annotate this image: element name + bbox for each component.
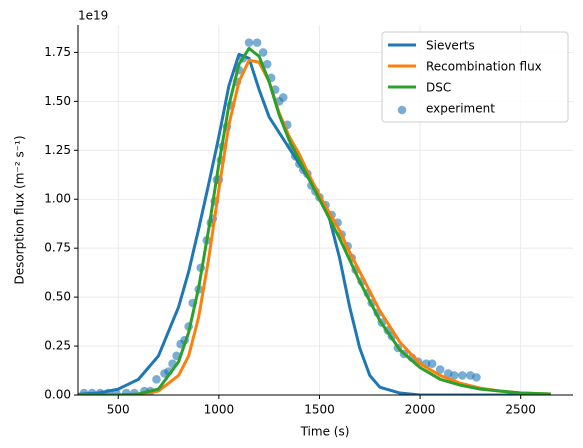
x-tick-label: 2500 — [505, 403, 536, 417]
y-tick-label: 1.75 — [44, 45, 71, 59]
scatter-point — [449, 371, 459, 380]
legend-label: experiment — [426, 102, 495, 116]
legend-label: Recombination flux — [426, 60, 542, 74]
y-tick-label: 1.25 — [44, 143, 71, 157]
scatter-point — [262, 59, 272, 69]
scatter-point — [458, 371, 467, 380]
scatter-point — [435, 365, 445, 374]
scatter-point — [427, 359, 437, 368]
y-tick-label: 0.50 — [44, 290, 71, 304]
line — [78, 46, 551, 395]
legend-box — [381, 31, 569, 123]
scatter-point — [278, 93, 288, 102]
x-tick-label: 1500 — [304, 403, 335, 417]
scatter-point — [472, 373, 481, 382]
y-tick-label: 1.50 — [44, 94, 71, 108]
scatter-point — [244, 38, 254, 47]
y-axis-label: Desorption flux (m⁻² s⁻¹) — [13, 135, 27, 284]
legend-label: Sieverts — [426, 39, 475, 53]
line — [78, 52, 551, 395]
x-tick-label: 2000 — [405, 403, 436, 417]
y-offset-label: 1e19 — [78, 9, 108, 23]
y-tick-label: 0.00 — [44, 388, 71, 402]
y-tick-label: 0.75 — [44, 241, 71, 255]
y-tick-label: 1.00 — [44, 192, 71, 206]
x-tick-label: 500 — [107, 403, 130, 417]
scatter-point — [152, 375, 161, 384]
x-tick-label: 1000 — [204, 403, 235, 417]
legend-label: DSC — [426, 81, 451, 95]
legend-marker — [397, 105, 407, 115]
x-axis-label: Time (s) — [300, 425, 350, 439]
line — [78, 58, 551, 395]
y-tick-label: 0.25 — [44, 339, 71, 353]
scatter-point — [258, 48, 268, 57]
scatter-point — [252, 38, 262, 47]
